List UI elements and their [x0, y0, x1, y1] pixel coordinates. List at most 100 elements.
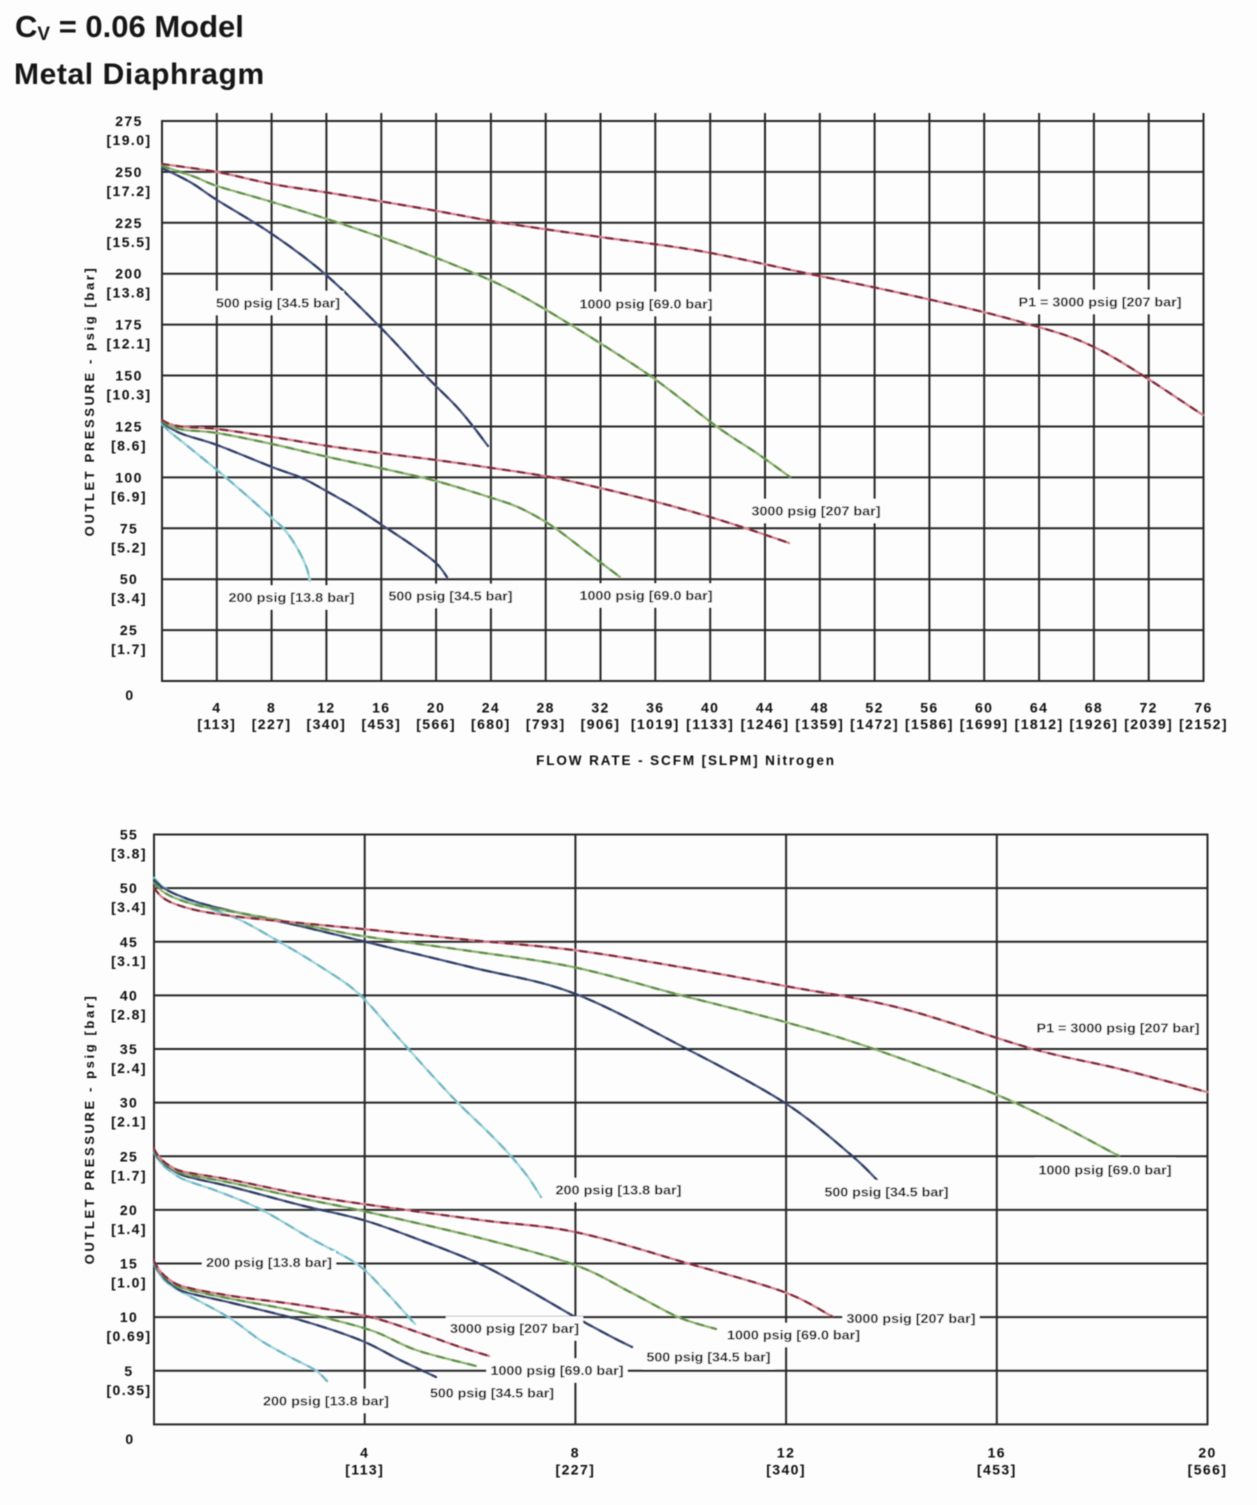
svg-text:40: 40	[701, 700, 719, 716]
svg-text:[1.4]: [1.4]	[111, 1221, 147, 1237]
svg-text:0: 0	[125, 1431, 134, 1447]
svg-text:12: 12	[777, 1445, 795, 1461]
svg-text:[1586]: [1586]	[905, 716, 954, 732]
svg-text:125: 125	[115, 419, 143, 435]
svg-text:[5.2]: [5.2]	[111, 539, 147, 555]
svg-text:[3.8]: [3.8]	[111, 846, 147, 862]
svg-text:32: 32	[591, 700, 609, 716]
svg-text:5: 5	[124, 1363, 133, 1379]
svg-text:1000 psig [69.0 bar]: 1000 psig [69.0 bar]	[491, 1363, 624, 1378]
svg-text:[113]: [113]	[197, 716, 236, 732]
svg-text:24: 24	[482, 700, 500, 716]
svg-text:25: 25	[120, 1148, 138, 1164]
svg-text:[1472]: [1472]	[850, 716, 899, 732]
svg-text:[453]: [453]	[977, 1462, 1017, 1478]
svg-text:500 psig [34.5 bar]: 500 psig [34.5 bar]	[216, 296, 340, 311]
svg-text:52: 52	[865, 700, 883, 716]
svg-text:200 psig [13.8 bar]: 200 psig [13.8 bar]	[556, 1183, 682, 1198]
svg-text:1000 psig [69.0 bar]: 1000 psig [69.0 bar]	[580, 297, 713, 312]
svg-text:30: 30	[120, 1095, 138, 1111]
svg-text:FLOW RATE - SCFM [SLPM] Nitrog: FLOW RATE - SCFM [SLPM] Nitrogen	[536, 753, 836, 768]
svg-text:[566]: [566]	[1188, 1462, 1228, 1478]
svg-text:500 psig [34.5 bar]: 500 psig [34.5 bar]	[647, 1350, 771, 1365]
svg-text:4: 4	[360, 1445, 369, 1461]
svg-text:P1 = 3000 psig [207 bar]: P1 = 3000 psig [207 bar]	[1037, 1021, 1200, 1036]
svg-text:OUTLET PRESSURE - psig [bar]: OUTLET PRESSURE - psig [bar]	[82, 994, 97, 1265]
svg-text:[2.4]: [2.4]	[111, 1060, 147, 1076]
svg-text:P1 = 3000 psig [207 bar]: P1 = 3000 psig [207 bar]	[1019, 295, 1182, 310]
svg-text:45: 45	[120, 934, 138, 950]
svg-text:[2152]: [2152]	[1179, 716, 1228, 732]
svg-text:56: 56	[920, 700, 938, 716]
svg-text:[1.7]: [1.7]	[111, 1167, 147, 1183]
svg-text:[1.0]: [1.0]	[111, 1275, 147, 1291]
svg-text:Metal Diaphragm: Metal Diaphragm	[14, 58, 265, 91]
svg-text:10: 10	[120, 1309, 138, 1325]
svg-text:[227]: [227]	[252, 716, 292, 732]
svg-text:[13.8]: [13.8]	[107, 285, 152, 301]
svg-text:15: 15	[120, 1256, 138, 1272]
svg-text:[19.0]: [19.0]	[107, 132, 152, 148]
svg-text:OUTLET PRESSURE - psig [bar]: OUTLET PRESSURE - psig [bar]	[82, 266, 97, 537]
svg-text:1000 psig [69.0 bar]: 1000 psig [69.0 bar]	[1039, 1163, 1172, 1178]
svg-text:28: 28	[537, 700, 555, 716]
svg-text:72: 72	[1140, 700, 1158, 716]
svg-text:[2.1]: [2.1]	[111, 1114, 147, 1130]
svg-text:68: 68	[1085, 700, 1103, 716]
svg-text:250: 250	[115, 164, 143, 180]
svg-text:55: 55	[120, 827, 138, 843]
svg-text:1000 psig [69.0 bar]: 1000 psig [69.0 bar]	[727, 1328, 860, 1343]
svg-text:[793]: [793]	[526, 716, 566, 732]
svg-text:3000 psig [207 bar]: 3000 psig [207 bar]	[450, 1321, 579, 1336]
svg-text:[566]: [566]	[416, 716, 456, 732]
svg-text:[340]: [340]	[766, 1462, 806, 1478]
svg-text:[3.4]: [3.4]	[111, 899, 147, 915]
svg-text:8: 8	[267, 700, 276, 716]
svg-text:[1359]: [1359]	[795, 716, 844, 732]
svg-text:500 psig [34.5 bar]: 500 psig [34.5 bar]	[430, 1386, 554, 1401]
svg-text:44: 44	[756, 700, 774, 716]
svg-text:[340]: [340]	[307, 716, 347, 732]
svg-text:[3.4]: [3.4]	[111, 590, 147, 606]
svg-text:[8.6]: [8.6]	[111, 438, 147, 454]
svg-text:100: 100	[115, 469, 143, 485]
svg-text:20: 20	[120, 1202, 138, 1218]
svg-text:60: 60	[975, 700, 993, 716]
svg-text:CV = 0.06 Model: CV = 0.06 Model	[15, 9, 244, 45]
svg-text:[3.1]: [3.1]	[111, 953, 147, 969]
svg-text:[227]: [227]	[556, 1462, 596, 1478]
svg-text:0: 0	[125, 687, 134, 703]
svg-text:75: 75	[120, 520, 138, 536]
svg-text:[17.2]: [17.2]	[107, 183, 152, 199]
svg-text:3000 psig [207 bar]: 3000 psig [207 bar]	[847, 1311, 976, 1326]
svg-text:64: 64	[1030, 700, 1048, 716]
svg-text:[1133]: [1133]	[686, 716, 734, 732]
svg-text:36: 36	[646, 700, 664, 716]
svg-text:[1246]: [1246]	[741, 716, 790, 732]
svg-text:[453]: [453]	[361, 716, 401, 732]
svg-text:50: 50	[120, 571, 138, 587]
svg-text:200 psig [13.8 bar]: 200 psig [13.8 bar]	[206, 1255, 332, 1270]
svg-text:200: 200	[115, 266, 143, 282]
svg-text:20: 20	[1198, 1445, 1216, 1461]
svg-text:[1699]: [1699]	[960, 716, 1009, 732]
svg-text:[906]: [906]	[581, 716, 621, 732]
svg-text:12: 12	[317, 700, 335, 716]
svg-text:8: 8	[571, 1445, 580, 1461]
svg-text:76: 76	[1194, 700, 1212, 716]
svg-text:3000 psig [207 bar]: 3000 psig [207 bar]	[752, 504, 881, 519]
svg-text:[12.1]: [12.1]	[107, 336, 152, 352]
svg-text:50: 50	[120, 880, 138, 896]
svg-text:200 psig [13.8 bar]: 200 psig [13.8 bar]	[229, 590, 355, 605]
svg-text:16: 16	[372, 700, 390, 716]
svg-text:[0.35]: [0.35]	[107, 1382, 152, 1398]
svg-text:4: 4	[212, 700, 221, 716]
svg-text:[1812]: [1812]	[1015, 716, 1064, 732]
svg-text:20: 20	[427, 700, 445, 716]
svg-text:[113]: [113]	[345, 1462, 384, 1478]
svg-text:25: 25	[120, 622, 138, 638]
svg-text:[1019]: [1019]	[631, 716, 680, 732]
svg-text:175: 175	[115, 317, 143, 333]
svg-text:48: 48	[811, 700, 829, 716]
svg-text:275: 275	[115, 113, 143, 129]
